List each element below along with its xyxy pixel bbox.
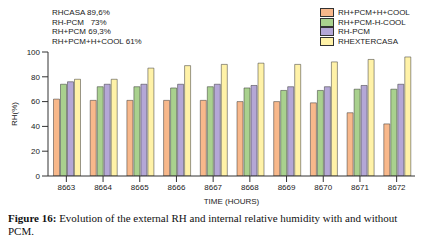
svg-text:100: 100 bbox=[27, 48, 41, 57]
svg-text:8669: 8669 bbox=[278, 183, 296, 192]
svg-text:8668: 8668 bbox=[241, 183, 259, 192]
html-text:RH-PCM 73%: RH-PCM 73% bbox=[52, 17, 107, 27]
html-text:RH-PCM: RH-PCM bbox=[338, 27, 370, 36]
svg-text:40: 40 bbox=[31, 122, 40, 131]
html-text:RH+PCM-H-COOL: RH+PCM-H-COOL bbox=[338, 17, 406, 27]
html-text:RH+PCM 69,3%: RH+PCM 69,3% bbox=[52, 27, 111, 36]
svg-text:8663: 8663 bbox=[57, 183, 75, 192]
html-text:RH+PCM+H+COOL 61%: RH+PCM+H+COOL 61% bbox=[52, 36, 142, 46]
svg-text:0: 0 bbox=[36, 172, 41, 181]
svg-text:20: 20 bbox=[31, 147, 40, 156]
html-text:RHEXTERCASA: RHEXTERCASA bbox=[338, 36, 398, 46]
svg-text:8670: 8670 bbox=[314, 183, 332, 192]
svg-text:60: 60 bbox=[31, 97, 40, 106]
svg-text:8665: 8665 bbox=[131, 183, 149, 192]
svg-text:8667: 8667 bbox=[204, 183, 222, 192]
svg-text:8671: 8671 bbox=[351, 183, 369, 192]
html-text:RH+PCM+H+COOL: RH+PCM+H+COOL bbox=[338, 8, 410, 17]
svg-text:TIME (HOURS): TIME (HOURS) bbox=[204, 197, 260, 206]
svg-text:8672: 8672 bbox=[388, 183, 406, 192]
html-text:RHCASA 89,6%: RHCASA 89,6% bbox=[52, 8, 110, 17]
svg-text:80: 80 bbox=[31, 73, 40, 82]
svg-text:RH(%): RH(%) bbox=[10, 102, 19, 126]
svg-text:8664: 8664 bbox=[94, 183, 112, 192]
html-text:Figure 16: Evolution of the ex: Figure 16: Evolution of the external RH … bbox=[8, 212, 398, 237]
svg-text:8666: 8666 bbox=[168, 183, 186, 192]
